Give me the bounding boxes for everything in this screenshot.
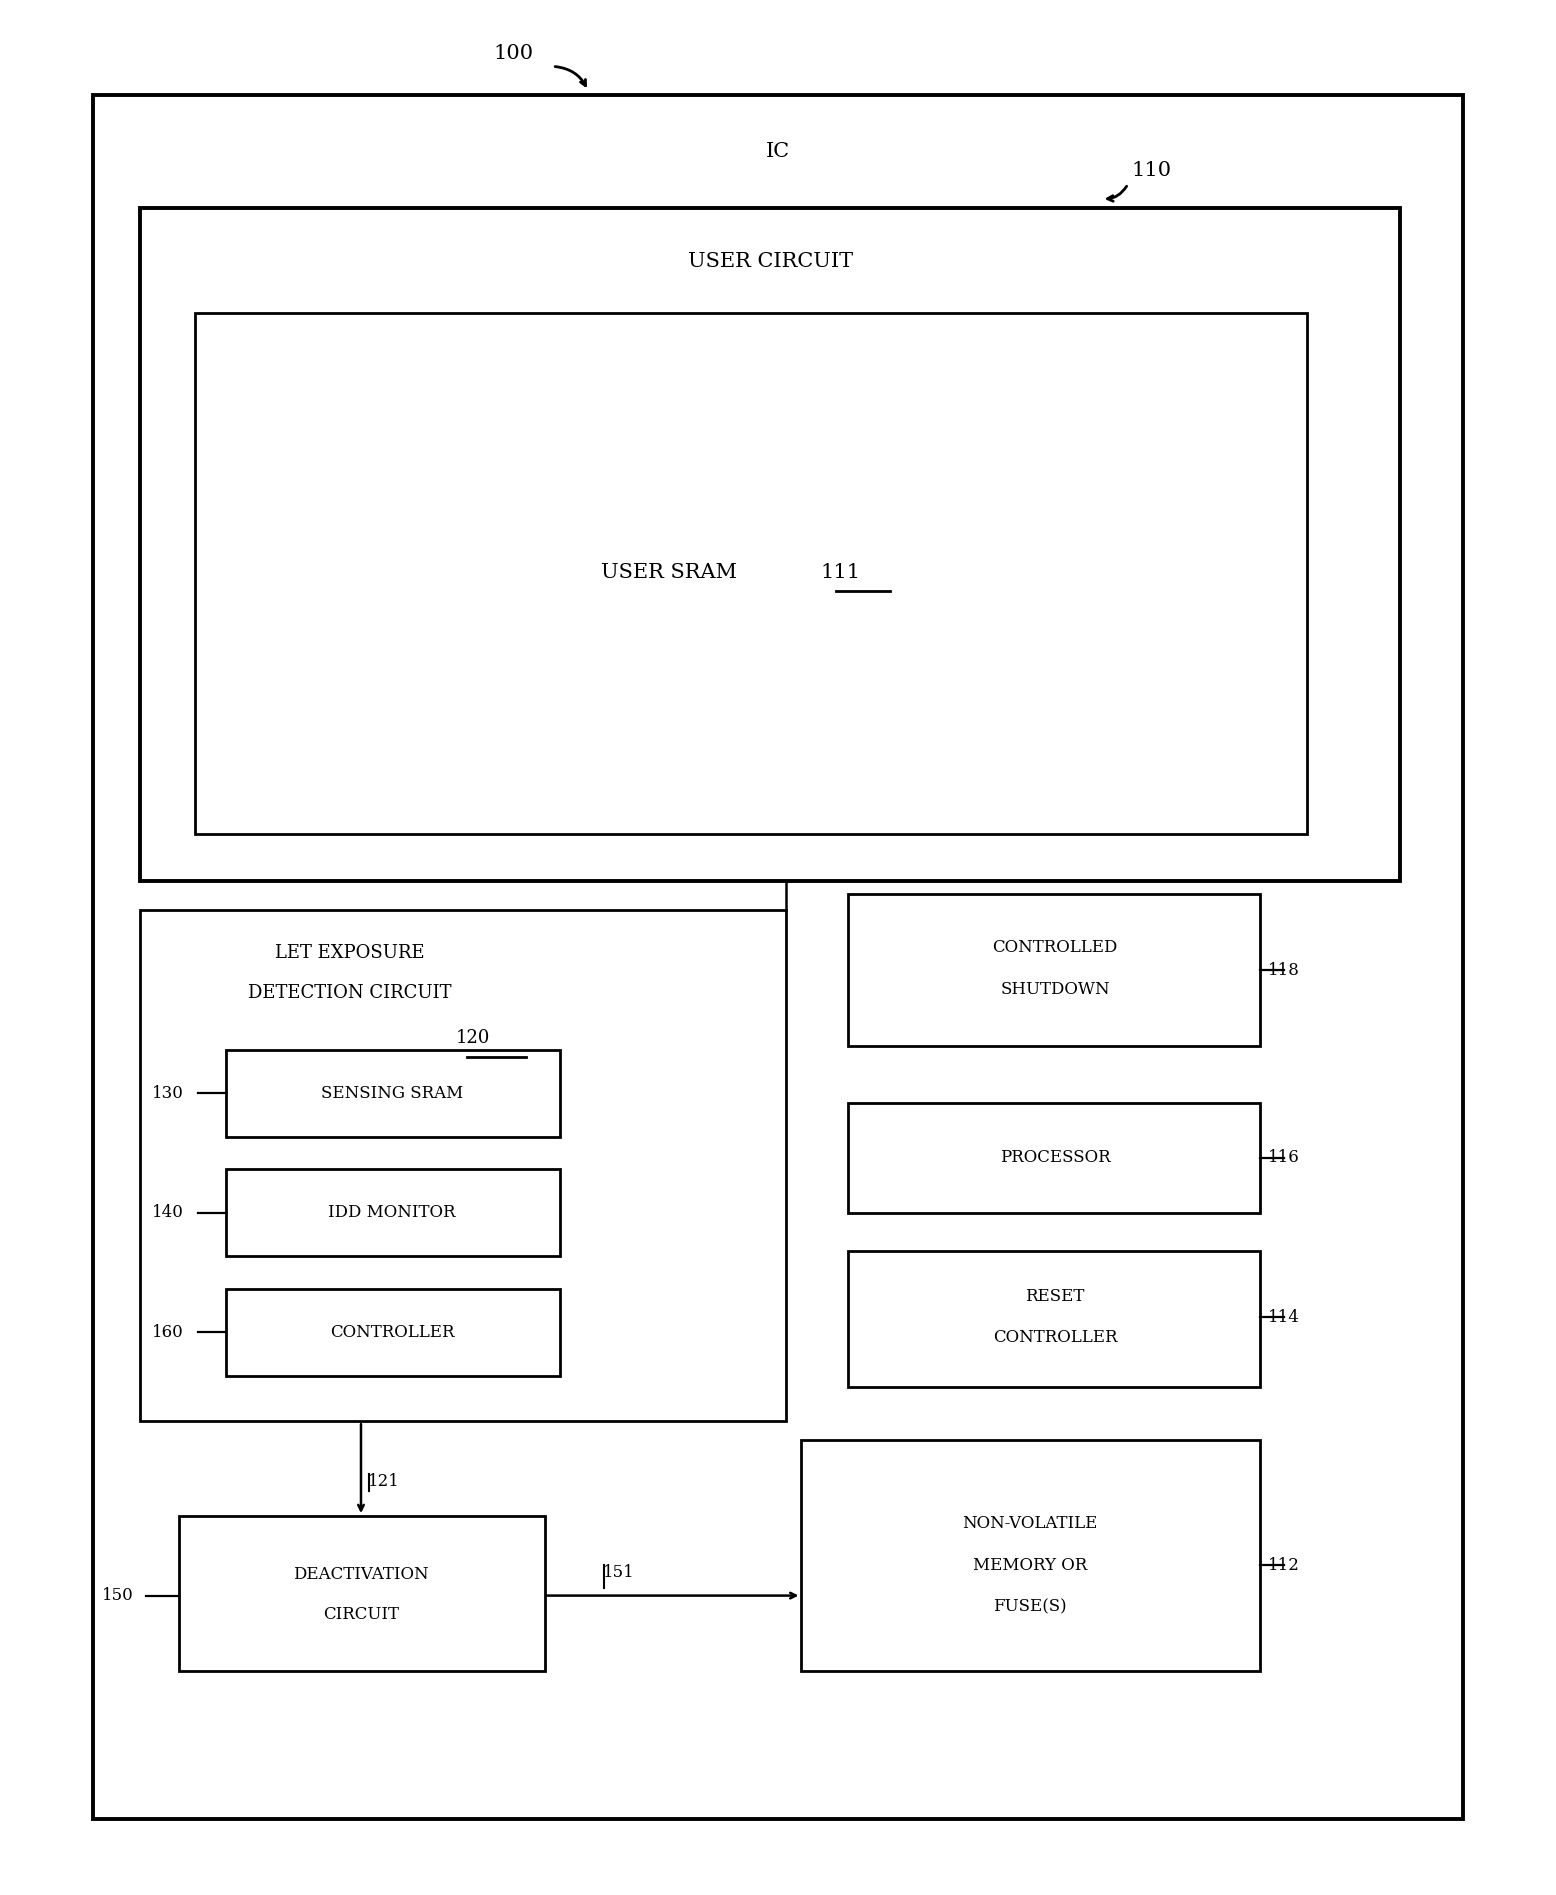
Text: 130: 130 [152, 1086, 184, 1101]
Bar [848, 1103, 1260, 1213]
Text: CONTROLLER: CONTROLLER [993, 1330, 1117, 1345]
Text: 120: 120 [456, 1029, 490, 1048]
Text: IDD MONITOR: IDD MONITOR [328, 1205, 456, 1220]
Bar [226, 1169, 560, 1256]
Text: RESET: RESET [1025, 1289, 1085, 1304]
Text: 160: 160 [152, 1325, 184, 1340]
Text: SENSING SRAM: SENSING SRAM [321, 1086, 464, 1101]
Text: CONTROLLED: CONTROLLED [993, 940, 1117, 955]
Text: FUSE(S): FUSE(S) [993, 1599, 1067, 1615]
Text: 112: 112 [1268, 1558, 1299, 1573]
Bar [226, 1289, 560, 1376]
Text: NON-VOLATILE: NON-VOLATILE [962, 1516, 1099, 1531]
Bar [194, 313, 1307, 834]
Text: 110: 110 [1131, 161, 1172, 180]
Bar [140, 208, 1400, 881]
Bar [179, 1516, 545, 1671]
Text: CONTROLLER: CONTROLLER [330, 1325, 454, 1340]
Text: 151: 151 [604, 1565, 635, 1580]
Text: DETECTION CIRCUIT: DETECTION CIRCUIT [249, 984, 451, 1002]
Bar [801, 1440, 1260, 1671]
Text: 116: 116 [1268, 1150, 1299, 1165]
Bar [93, 95, 1463, 1819]
Text: MEMORY OR: MEMORY OR [972, 1558, 1088, 1573]
Bar [226, 1050, 560, 1137]
Text: 111: 111 [820, 563, 860, 582]
Text: SHUTDOWN: SHUTDOWN [1001, 982, 1109, 997]
Text: DEACTIVATION: DEACTIVATION [293, 1567, 429, 1582]
Text: 140: 140 [152, 1205, 184, 1220]
Text: CIRCUIT: CIRCUIT [324, 1607, 398, 1622]
Text: IC: IC [766, 142, 790, 161]
Bar [140, 910, 786, 1421]
Bar [848, 1251, 1260, 1387]
Text: 114: 114 [1268, 1309, 1299, 1325]
Text: 121: 121 [369, 1474, 400, 1489]
Text: USER CIRCUIT: USER CIRCUIT [688, 252, 853, 271]
Text: 118: 118 [1268, 963, 1299, 978]
Text: 150: 150 [103, 1588, 134, 1603]
Text: USER SRAM: USER SRAM [601, 563, 738, 582]
Text: 100: 100 [493, 44, 534, 63]
Bar [848, 894, 1260, 1046]
Text: LET EXPOSURE: LET EXPOSURE [275, 944, 425, 963]
Text: PROCESSOR: PROCESSOR [999, 1150, 1111, 1165]
